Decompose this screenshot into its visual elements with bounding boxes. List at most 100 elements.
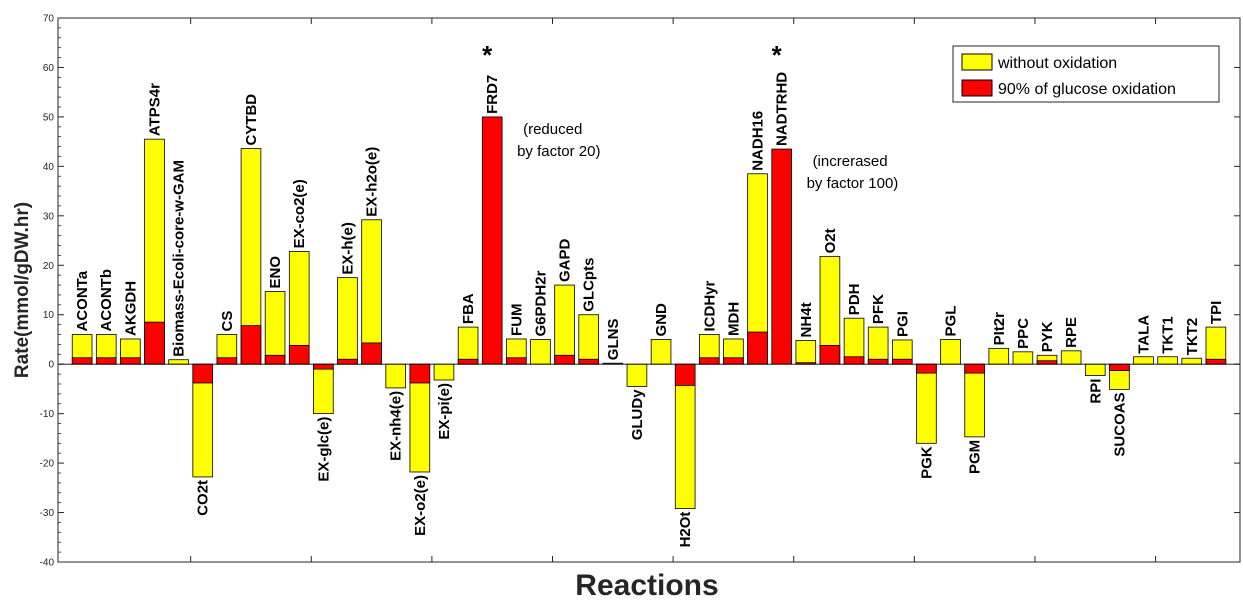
annotation-text: (reduced — [523, 121, 582, 138]
bar-glucose-oxidation — [723, 357, 744, 365]
y-tick-label: 30 — [43, 211, 55, 222]
bar-category-label: G6PDH2r — [532, 270, 549, 336]
bar-without-oxidation — [1181, 357, 1203, 365]
bar-glucose-oxidation — [674, 363, 696, 386]
bar-category-label: GLUDy — [629, 389, 646, 440]
bar-glucose-oxidation — [506, 357, 527, 365]
bar-category-label: H2Ot — [677, 512, 694, 548]
bar-glucose-oxidation — [216, 357, 238, 365]
bar-without-oxidation — [916, 363, 937, 444]
bar-glucose-oxidation — [481, 116, 503, 365]
bar-glucose-oxidation — [337, 358, 358, 365]
bar-glucose-oxidation — [457, 358, 479, 365]
bar-glucose-oxidation — [867, 358, 889, 365]
bar-glucose-oxidation — [95, 357, 117, 365]
bar-glucose-oxidation — [771, 148, 792, 365]
legend-box — [952, 45, 1220, 103]
bar-without-oxidation — [554, 284, 575, 365]
bar-glucose-oxidation — [1036, 360, 1058, 365]
bar-category-label: PPC — [1015, 318, 1032, 349]
legend-swatch-without — [961, 53, 993, 71]
bar-glucose-oxidation — [71, 357, 93, 365]
bar-glucose-oxidation — [843, 356, 865, 365]
bar-category-label: PIt2r — [991, 312, 1008, 346]
bar-without-oxidation — [1012, 351, 1034, 365]
y-tick-label: 60 — [43, 63, 55, 74]
bar-category-label: Biomass-Ecoli-core-w-GAM — [171, 160, 188, 357]
bar-category-label: RPI — [1087, 379, 1104, 404]
bar-glucose-oxidation — [1205, 358, 1227, 365]
plot-frame — [57, 17, 1241, 563]
legend-label-without: without oxidation — [997, 55, 1117, 72]
bar-glucose-oxidation — [120, 357, 141, 365]
bar-without-oxidation — [385, 363, 407, 389]
bar-without-oxidation — [264, 291, 286, 365]
legend-swatch-glucose — [961, 79, 993, 97]
bar-category-label: ATPS4r — [146, 83, 163, 136]
bar-category-label: EX-co2(e) — [291, 179, 308, 248]
legend: without oxidation 90% of glucose oxidati… — [952, 45, 1220, 103]
bar-category-label: PGM — [967, 440, 984, 474]
bar-category-label: ENO — [267, 256, 284, 289]
y-tick-label: 40 — [43, 162, 55, 173]
bar-category-label: GLCpts — [581, 258, 598, 312]
bar-glucose-oxidation — [313, 363, 334, 370]
bar-category-label: ICDHyr — [701, 281, 718, 332]
legend-label-glucose: 90% of glucose oxidation — [998, 81, 1176, 98]
bar-category-label: NH4t — [798, 302, 815, 337]
bar-category-label: EX-nh4(e) — [388, 391, 405, 461]
bar-without-oxidation — [867, 326, 889, 365]
bar-category-label: EX-o2(e) — [412, 475, 429, 536]
bar-category-label: ACONTa — [74, 270, 91, 331]
bar-glucose-oxidation — [578, 358, 599, 365]
x-axis-ticks — [190, 18, 1157, 562]
bar-category-label: EX-h(e) — [339, 222, 356, 275]
bar-category-label: FBA — [460, 293, 477, 324]
annotation-text: (increrased — [813, 153, 888, 170]
y-tick-label: -10 — [40, 409, 55, 420]
bar-without-oxidation — [337, 277, 358, 365]
bar-without-oxidation — [578, 314, 599, 365]
bar-without-oxidation — [1205, 326, 1227, 365]
bar-category-label: AKGDH — [122, 281, 139, 336]
bar-glucose-oxidation — [288, 344, 310, 365]
bar-category-label: EX-h2o(e) — [364, 147, 381, 217]
bar-category-label: TALA — [1136, 315, 1153, 354]
bar-glucose-oxidation — [240, 325, 262, 365]
bar-labels: ACONTa ACONTb AKGDH ATPS4r Biomass-Ecoli-cor… — [74, 72, 1225, 548]
bar-category-label: ACONTb — [98, 269, 115, 332]
bar-category-label: TKT2 — [1184, 318, 1201, 356]
bar-category-label: EX-pi(e) — [436, 383, 453, 440]
bar-glucose-oxidation — [699, 357, 720, 365]
bar-category-label: TPI — [1208, 301, 1225, 324]
bar-category-label: CO2t — [195, 480, 212, 516]
bar-without-oxidation — [626, 363, 648, 387]
bar-category-label: EX-glc(e) — [315, 417, 332, 482]
bar-without-oxidation — [940, 339, 961, 365]
bar-without-oxidation — [313, 363, 334, 415]
bar-without-oxidation — [964, 363, 985, 438]
y-tick-label: 70 — [43, 14, 55, 25]
bar-glucose-oxidation — [891, 358, 913, 365]
bar-glucose-oxidation — [747, 331, 768, 365]
bar-without-oxidation — [988, 347, 1010, 365]
y-tick-label: 0 — [48, 360, 54, 371]
bar-category-label: SUCOAS — [1111, 392, 1128, 456]
bar-glucose-oxidation — [819, 344, 841, 365]
bar-category-label: PYK — [1039, 321, 1056, 352]
bar-category-label: NADTRHD — [774, 72, 791, 146]
significance-asterisk: * — [772, 40, 783, 70]
bar-without-oxidation — [1157, 356, 1178, 365]
bar-glucose-oxidation — [192, 363, 214, 384]
bar-without-oxidation — [1084, 363, 1106, 376]
bar-category-label: FUM — [508, 303, 525, 336]
bar-glucose-oxidation — [554, 354, 575, 365]
annotation-text: by factor 100) — [807, 175, 899, 192]
bar-category-label: GAPD — [557, 239, 574, 283]
y-tick-label: 10 — [43, 310, 55, 321]
bar-without-oxidation — [1133, 356, 1154, 365]
bar-glucose-oxidation — [144, 321, 165, 365]
bar-glucose-oxidation — [264, 354, 286, 365]
annotations: * * (reduced by factor 20) (increrased by fac… — [482, 40, 898, 192]
